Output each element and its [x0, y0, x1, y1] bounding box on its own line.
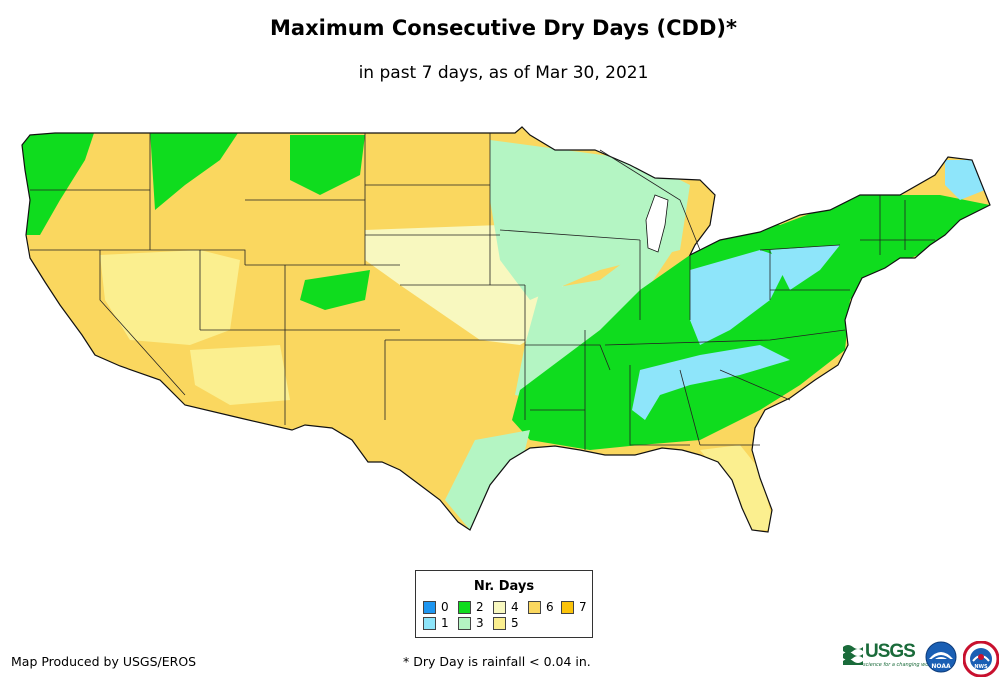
- legend-label-7: 7: [579, 600, 587, 614]
- legend-swatch-4: [493, 601, 506, 614]
- region-colorado-2-days: [300, 270, 370, 310]
- cdd-fill-layer: [22, 127, 990, 532]
- nws-logo-text: NWS: [974, 664, 988, 670]
- region-ohio-valley-1-day: [690, 250, 790, 345]
- legend-label-6: 6: [546, 600, 554, 614]
- legend-swatch-1: [423, 617, 436, 630]
- legend-label-5: 5: [511, 616, 519, 630]
- map-title: Maximum Consecutive Dry Days (CDD)*: [270, 16, 737, 40]
- region-great-basin-5-days: [100, 250, 240, 345]
- legend-swatch-6: [528, 601, 541, 614]
- legend-title: Nr. Days: [473, 579, 535, 594]
- legend-label-1: 1: [441, 616, 449, 630]
- region-pnw-2-days: [22, 130, 95, 235]
- noaa-logo: NOAA: [925, 641, 957, 673]
- legend-label-4: 4: [511, 600, 519, 614]
- usgs-tagline: science for a changing world: [863, 662, 935, 668]
- legend-swatch-2: [458, 601, 471, 614]
- region-mid-atlantic-1-day: [770, 245, 840, 290]
- nws-logo: NWS: [963, 641, 999, 677]
- region-maine-1-day: [945, 160, 985, 200]
- region-east-2-days: [512, 195, 990, 450]
- region-texas-coast-3-days: [445, 430, 530, 530]
- legend-swatch-0: [423, 601, 436, 614]
- border-ca-nv: [99, 250, 186, 396]
- map-subtitle: in past 7 days, as of Mar 30, 2021: [358, 63, 649, 83]
- legend-label-3: 3: [476, 616, 484, 630]
- legend: Nr. Days 0 1 2 3 4 5 6 7: [415, 570, 593, 638]
- region-montana-2-days: [290, 135, 365, 195]
- border-wi-mi: [599, 149, 701, 251]
- border-ms-al-fl: [629, 365, 690, 446]
- legend-swatch-5: [493, 617, 506, 630]
- noaa-logo-text: NOAA: [931, 663, 951, 670]
- dry-day-footnote: * Dry Day is rainfall < 0.04 in.: [403, 654, 591, 669]
- lake-michigan: [645, 194, 669, 253]
- border-ia-mn-wi: [499, 229, 641, 241]
- region-southeast-1-day: [632, 345, 790, 420]
- usgs-wave-icon: [843, 645, 863, 665]
- border-tn-ky-va-nc: [604, 329, 846, 346]
- border-mo-ar-tn: [525, 344, 611, 371]
- legend-label-0: 0: [441, 600, 449, 614]
- legend-swatch-7: [561, 601, 574, 614]
- legend-label-2: 2: [476, 600, 484, 614]
- legend-swatch-3: [458, 617, 471, 630]
- map-credit: Map Produced by USGS/EROS: [11, 654, 197, 669]
- border-id-ut: [200, 249, 246, 265]
- region-mississippi-valley-3-days: [515, 240, 680, 400]
- us-outline: [21, 126, 991, 533]
- border-ga-sc-nc: [719, 369, 791, 401]
- usgs-logo-text: USGS: [865, 641, 916, 662]
- region-arizona-5-days: [190, 345, 290, 405]
- usgs-logo: USGS science for a changing world: [843, 641, 935, 669]
- region-northern-rockies-2-days: [150, 130, 240, 210]
- border-pa-ny: [759, 244, 841, 251]
- state-borders: [30, 133, 935, 450]
- border-al-ga: [679, 369, 701, 446]
